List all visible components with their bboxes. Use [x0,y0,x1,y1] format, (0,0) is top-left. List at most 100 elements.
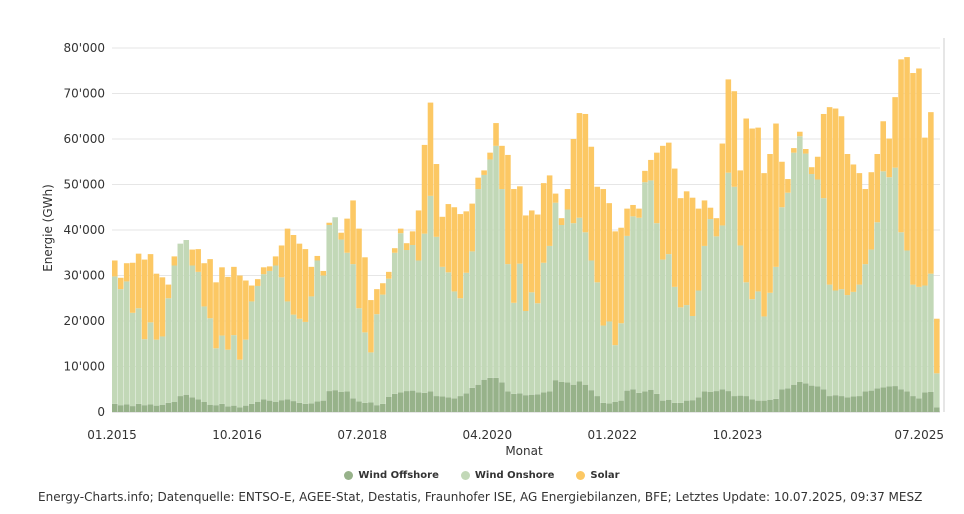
bar-wind-offshore [481,379,487,412]
bar-solar [397,228,404,234]
bar-solar [445,204,452,273]
bar-wind-offshore [409,390,416,412]
bar-solar [493,123,499,146]
bar-solar [618,227,624,324]
bar-solar [582,113,589,233]
bar-solar [112,260,118,277]
bar-wind-onshore [910,284,916,397]
bar-wind-onshore [505,264,511,392]
bar-solar [749,128,755,300]
bar-solar [165,284,172,299]
bar-wind-onshore [219,335,225,404]
bar-wind-offshore [898,389,904,412]
bar-wind-onshore [779,207,785,390]
bar-wind-offshore [570,384,577,412]
y-tick-label: 10'000 [64,360,105,374]
bar-wind-offshore [707,391,714,412]
bar-wind-offshore [755,400,761,412]
bar-wind-offshore [237,407,243,412]
bar-wind-onshore [648,180,654,390]
bar-wind-offshore [523,395,529,412]
bar-wind-onshore [934,373,940,408]
bar-wind-offshore [153,405,160,412]
bar-wind-onshore [582,232,589,385]
x-tick-label: 10.2016 [212,428,262,442]
bar-wind-offshore [719,389,726,412]
bar-wind-onshore [570,223,577,385]
bar-wind-onshore [368,352,374,403]
bar-solar [671,168,678,287]
bar-solar [290,235,297,315]
x-tick-label: 04.2020 [462,428,512,442]
bar-solar [683,191,690,306]
bar-wind-onshore [249,301,255,404]
bar-solar [272,256,279,266]
bar-wind-onshore [469,251,475,388]
bar-solar [505,154,511,265]
bar-wind-offshore [773,398,779,412]
bar-solar [219,267,225,336]
bar-wind-onshore [558,224,565,382]
bar-wind-onshore [409,245,416,391]
bar-solar [606,203,612,322]
bar-wind-offshore [725,391,732,412]
bar-solar [767,154,773,293]
bar-wind-offshore [445,397,452,412]
bar-wind-offshore [844,397,851,412]
bar-wind-offshore [540,392,547,412]
bar-wind-offshore [511,393,517,412]
bar-wind-onshore [898,232,904,390]
bar-solar [600,189,607,326]
bar-wind-onshore [713,236,720,392]
bar-wind-onshore [689,315,696,401]
bar-wind-onshore [403,250,410,392]
legend-item[interactable]: Wind Offshore [344,470,439,481]
bar-wind-onshore [707,219,714,392]
bar-wind-offshore [838,396,845,412]
bar-solar [564,189,571,210]
bar-wind-offshore [141,405,148,412]
bar-solar [344,218,350,253]
bar-wind-offshore [415,392,422,412]
bar-wind-offshore [665,399,672,412]
bar-solar [308,266,315,297]
bar-wind-onshore [677,307,684,403]
bar-wind-onshore [719,225,726,390]
bar-wind-onshore [654,223,660,394]
bar-wind-onshore [683,305,690,401]
bar-solar [802,149,809,154]
legend-item[interactable]: Solar [576,470,620,481]
bar-wind-offshore [326,391,333,412]
bar-wind-onshore [112,276,118,404]
bar-wind-onshore [338,239,344,392]
bar-solar [880,121,886,172]
bar-solar [135,253,142,309]
bar-wind-onshore [260,274,267,400]
bar-wind-onshore [141,339,148,406]
bar-solar [785,179,791,193]
bar-wind-onshore [147,322,154,405]
bar-solar [374,289,380,315]
bar-solar [588,146,595,261]
bar-wind-offshore [922,392,928,412]
bar-wind-onshore [588,260,595,391]
bar-wind-onshore [737,245,744,396]
bar-wind-offshore [451,398,458,412]
bar-wind-onshore [523,310,529,396]
bar-wind-offshore [374,405,380,412]
bar-wind-offshore [189,397,195,412]
bar-wind-offshore [391,393,398,412]
bar-wind-onshore [785,192,791,389]
y-tick-label: 20'000 [64,314,105,328]
bar-wind-onshore [767,292,773,400]
x-axis-ticks: 01.2015 10.2016 07.2018 04.2020 01.2022 10.20… [87,428,944,442]
energy-chart: 0 10'000 20'000 30'000 40'000 50'000 60'000 70'… [41,38,945,458]
bar-wind-onshore [808,174,815,386]
x-axis-label: Monat [505,444,543,458]
bar-solar [129,262,136,313]
bar-wind-onshore [463,272,470,394]
bar-wind-offshore [528,394,535,412]
bar-wind-offshore [201,401,207,412]
legend-item[interactable]: Wind Onshore [460,470,554,481]
bar-solar [892,97,898,168]
